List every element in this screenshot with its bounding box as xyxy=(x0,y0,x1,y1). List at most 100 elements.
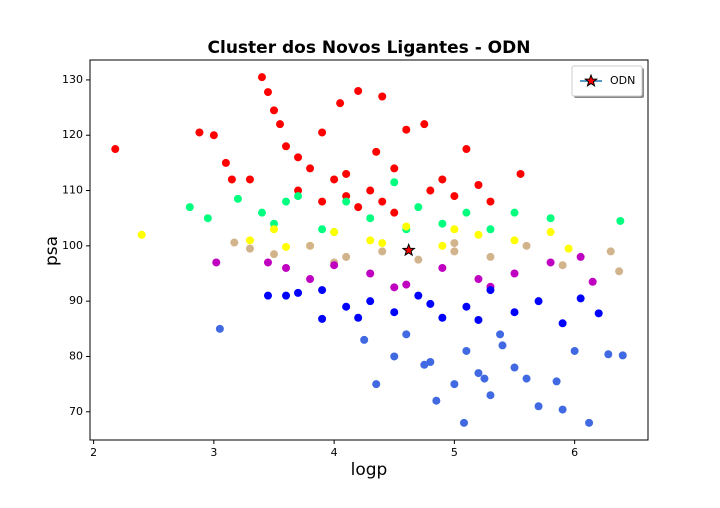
point xyxy=(402,222,411,231)
point xyxy=(510,363,519,372)
point xyxy=(372,147,381,156)
point xyxy=(546,258,555,267)
point xyxy=(576,294,585,303)
point xyxy=(360,335,369,344)
legend-marker xyxy=(583,73,599,88)
point xyxy=(534,297,543,306)
point xyxy=(450,380,459,389)
point xyxy=(354,203,363,212)
axes-frame xyxy=(89,59,649,441)
point xyxy=(510,208,519,217)
point xyxy=(269,106,278,115)
point xyxy=(245,244,254,253)
point xyxy=(462,346,471,355)
point xyxy=(462,302,471,311)
point xyxy=(438,175,447,184)
point xyxy=(558,405,567,414)
point xyxy=(426,299,435,308)
point xyxy=(460,418,469,427)
point xyxy=(462,145,471,154)
point xyxy=(245,236,254,245)
point xyxy=(354,86,363,95)
point xyxy=(269,225,278,234)
point xyxy=(390,178,399,187)
y-axis-label: psa xyxy=(42,236,62,266)
point xyxy=(342,252,351,261)
point xyxy=(402,330,411,339)
point xyxy=(282,197,291,206)
point xyxy=(257,73,266,82)
point xyxy=(510,308,519,317)
point xyxy=(366,236,375,245)
x-tick-label: 3 xyxy=(210,446,217,459)
x-axis-label: logp xyxy=(351,460,388,480)
x-tick-label: 6 xyxy=(571,446,578,459)
point xyxy=(306,164,315,173)
point xyxy=(203,214,212,223)
point xyxy=(233,194,242,203)
point xyxy=(282,242,291,251)
point xyxy=(438,263,447,272)
point xyxy=(402,280,411,289)
point xyxy=(221,158,230,167)
point xyxy=(402,125,411,134)
point xyxy=(450,239,459,248)
point xyxy=(269,250,278,259)
point xyxy=(230,238,239,247)
point xyxy=(306,275,315,284)
y-tick-label: 90 xyxy=(69,294,83,307)
point xyxy=(480,374,489,383)
point xyxy=(486,252,495,261)
point xyxy=(366,269,375,278)
point xyxy=(552,377,561,386)
point xyxy=(618,351,627,360)
point xyxy=(263,291,272,300)
point xyxy=(336,99,345,108)
point xyxy=(558,319,567,328)
point xyxy=(426,358,435,367)
point xyxy=(342,197,351,206)
y-tick-label: 130 xyxy=(62,73,83,86)
point xyxy=(318,225,327,234)
point xyxy=(209,131,218,140)
point xyxy=(546,214,555,223)
point xyxy=(269,219,278,228)
point xyxy=(615,267,624,276)
y-tick-label: 80 xyxy=(69,349,83,362)
point xyxy=(438,313,447,322)
point xyxy=(354,313,363,322)
point xyxy=(616,216,625,225)
point xyxy=(390,283,399,292)
point xyxy=(330,261,339,270)
point xyxy=(522,241,531,250)
point xyxy=(558,261,567,270)
point xyxy=(185,203,194,212)
point xyxy=(474,369,483,378)
point xyxy=(486,197,495,206)
point xyxy=(215,324,224,333)
point xyxy=(378,92,387,101)
point xyxy=(390,352,399,361)
point xyxy=(330,175,339,184)
legend-label: ODN xyxy=(610,74,635,87)
point xyxy=(438,241,447,250)
point xyxy=(510,269,519,278)
point xyxy=(276,120,285,129)
point xyxy=(486,225,495,234)
point xyxy=(294,192,303,201)
point xyxy=(111,145,120,154)
x-tick-label: 5 xyxy=(451,446,458,459)
point xyxy=(294,288,303,297)
point xyxy=(245,175,254,184)
point xyxy=(330,228,339,237)
point xyxy=(474,275,483,284)
point xyxy=(588,277,597,286)
point xyxy=(318,128,327,137)
highlight-point xyxy=(401,242,416,257)
y-tick-label: 70 xyxy=(69,405,83,418)
point xyxy=(522,374,531,383)
point xyxy=(227,175,236,184)
x-tick-label: 2 xyxy=(90,446,97,459)
point xyxy=(516,169,525,178)
point xyxy=(342,169,351,178)
